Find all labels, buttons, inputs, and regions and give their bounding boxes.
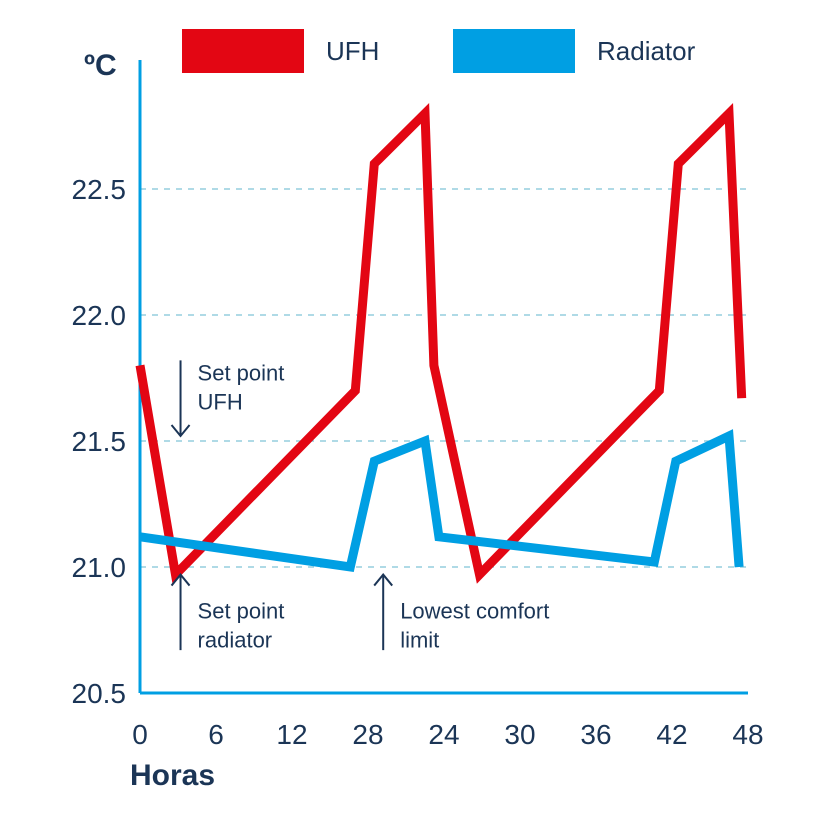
x-tick-labels: 0 6 12 28 24 30 36 42 48 bbox=[132, 719, 763, 750]
x-tick-label: 30 bbox=[504, 719, 535, 750]
x-tick-label: 0 bbox=[132, 719, 148, 750]
x-axis-title: Horas bbox=[130, 759, 215, 792]
x-tick-label: 36 bbox=[580, 719, 611, 750]
annotation-text: UFH bbox=[198, 389, 243, 414]
annotation-text: Set point bbox=[198, 599, 285, 624]
annotation-text: limit bbox=[400, 628, 439, 653]
x-tick-label: 48 bbox=[732, 719, 763, 750]
legend-item-ufh: UFH bbox=[182, 29, 379, 73]
y-tick-label: 21.5 bbox=[72, 426, 127, 457]
legend-label: Radiator bbox=[597, 36, 696, 66]
annotation-arrowhead bbox=[170, 424, 191, 438]
legend-swatch bbox=[182, 29, 304, 73]
y-axis-title: ºC bbox=[84, 49, 117, 82]
annotation-setpoint-ufh: Set point UFH bbox=[170, 360, 285, 438]
y-tick-label: 21.0 bbox=[72, 552, 127, 583]
y-tick-label: 20.5 bbox=[72, 678, 127, 709]
annotation-arrowhead bbox=[170, 572, 191, 587]
x-tick-label: 24 bbox=[428, 719, 459, 750]
annotation-lowest-comfort: Lowest comfort limit bbox=[373, 572, 549, 653]
x-tick-label: 12 bbox=[276, 719, 307, 750]
annotation-text: radiator bbox=[198, 628, 273, 653]
legend-item-radiator: Radiator bbox=[453, 29, 696, 73]
annotations: Set point UFH Set point radiator Lowest comf… bbox=[170, 360, 549, 653]
legend-label: UFH bbox=[326, 36, 379, 66]
annotation-text: Set point bbox=[198, 360, 285, 385]
series-lines bbox=[135, 102, 747, 585]
legend-swatch bbox=[453, 29, 575, 73]
y-tick-labels: 20.5 21.0 21.5 22.0 22.5 bbox=[72, 174, 127, 709]
annotation-text: Lowest comfort bbox=[400, 599, 549, 624]
y-tick-label: 22.5 bbox=[72, 174, 127, 205]
legend: UFH Radiator bbox=[182, 29, 696, 73]
series-line-radiator bbox=[139, 429, 744, 573]
x-tick-label: 28 bbox=[352, 719, 383, 750]
series-line-ufh bbox=[135, 102, 747, 585]
annotation-arrowhead bbox=[373, 572, 393, 587]
x-tick-label: 6 bbox=[208, 719, 224, 750]
x-tick-label: 42 bbox=[656, 719, 687, 750]
annotation-setpoint-radiator: Set point radiator bbox=[170, 572, 285, 653]
y-tick-label: 22.0 bbox=[72, 300, 127, 331]
grid-lines bbox=[140, 188, 748, 568]
